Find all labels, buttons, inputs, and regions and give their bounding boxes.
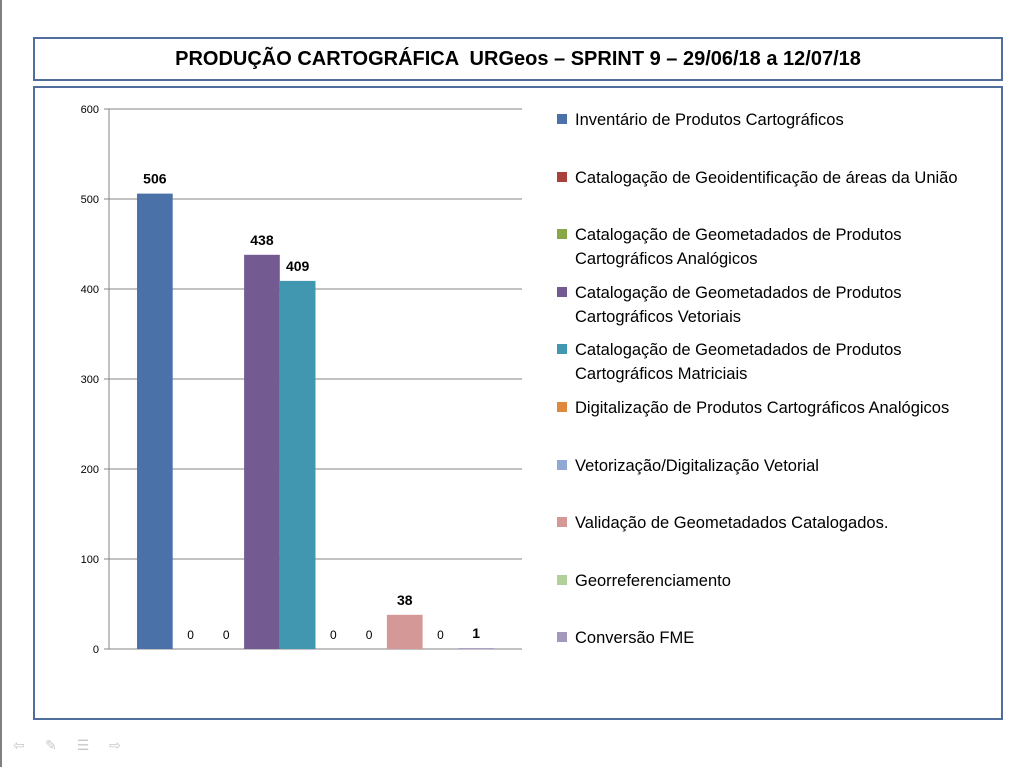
arrow-left-icon[interactable]: ⇦ [13,737,25,753]
pen-icon[interactable]: ✎ [45,737,57,753]
chart-title: PRODUÇÃO CARTOGRÁFICA URGeos – SPRINT 9 … [175,47,861,70]
legend-item: Catalogação de Geometadados de Produtos C… [557,223,997,271]
legend-item: Catalogação de Geometadados de Produtos C… [557,281,997,329]
legend-item: Validação de Geometadados Catalogados. [557,511,997,535]
y-tick-label: 100 [81,554,99,566]
legend-label: Digitalização de Produtos Cartográficos … [575,399,950,417]
legend-label: Catalogação de Geometadados de Produtos C… [575,226,902,269]
legend-item: Digitalização de Produtos Cartográficos … [557,396,997,420]
legend-item: Catalogação de Geometadados de Produtos C… [557,338,997,386]
bar [458,648,494,650]
y-tick-label: 0 [93,644,99,656]
data-label: 0 [187,628,194,642]
legend-label: Catalogação de Geometadados de Produtos C… [575,283,902,326]
legend-swatch [557,402,567,412]
data-label: 38 [397,592,413,608]
y-tick-label: 400 [81,284,99,296]
data-label: 1 [472,625,480,641]
title-box: PRODUÇÃO CARTOGRÁFICA URGeos – SPRINT 9 … [33,37,1003,81]
y-tick-label: 500 [81,194,99,206]
legend-swatch [557,632,567,643]
bar [279,280,316,649]
window-edge [0,0,2,767]
bar [386,614,423,649]
legend-swatch [557,171,567,182]
legend-label: Conversão FME [575,629,695,648]
legend-item: Vetorização/Digitalização Vetorial [557,454,997,478]
legend-item: Inventário de Produtos Cartográficos [557,108,997,132]
legend-swatch [557,517,567,528]
data-label: 0 [366,628,373,642]
legend-swatch [557,344,567,355]
data-label: 438 [250,232,274,248]
legend-label: Vetorização/Digitalização Vetorial [575,456,819,475]
legend-swatch [557,286,567,297]
data-label: 0 [223,628,230,642]
data-label: 409 [286,258,310,274]
legend-swatch [557,229,567,240]
bar-chart: 0 100 200 300 400 500 600 506 0 0 438 409 0 0 38 0 1 [81,104,522,656]
data-label: 0 [330,628,337,642]
legend-item: Georreferenciamento [557,569,997,593]
y-tick-label: 600 [81,104,99,116]
legend-item: Catalogação de Geoidentificação de áreas… [557,166,997,190]
slide-nav: ⇦ ✎ ☰ ⇨ [10,738,124,752]
legend-label: Catalogação de Geometadados de Produtos C… [575,341,902,384]
bar [244,254,280,650]
arrow-right-icon[interactable]: ⇨ [109,737,121,753]
legend-swatch [557,459,567,470]
chart-area: 0 100 200 300 400 500 600 506 0 0 438 409 0 0 38 0 1 Inv… [33,86,1003,720]
menu-icon[interactable]: ☰ [76,737,90,753]
legend-label: Catalogação de Geoidentificação de áreas… [575,168,958,187]
legend-label: Georreferenciamento [575,571,731,590]
data-label: 0 [437,628,444,642]
bar [137,193,173,649]
legend-swatch [557,574,567,585]
data-label: 506 [143,171,167,187]
y-tick-label: 200 [81,464,99,476]
legend-swatch [557,114,567,124]
legend-label: Validação de Geometadados Catalogados. [575,514,889,533]
y-tick-label: 300 [81,374,99,386]
legend-label: Inventário de Produtos Cartográficos [575,111,844,129]
legend-item: Conversão FME [557,626,997,650]
